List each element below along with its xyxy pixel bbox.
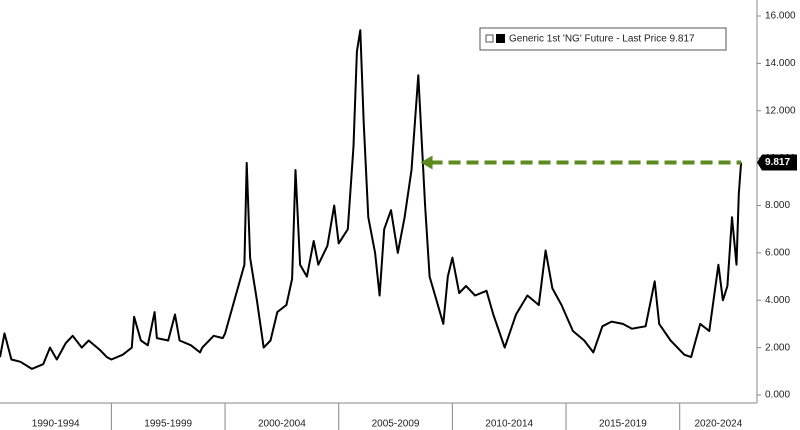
last-price-box <box>757 154 797 171</box>
y-tick-label: 16.000 <box>765 11 796 22</box>
y-tick-label: 6.000 <box>765 248 790 259</box>
y-tick-label: 0.000 <box>765 390 790 401</box>
legend-swatch <box>496 34 505 43</box>
x-period-label: 1990-1994 <box>32 419 80 430</box>
y-tick-label: 12.000 <box>765 105 796 116</box>
x-period-label: 2005-2009 <box>372 419 420 430</box>
x-period-label: 2015-2019 <box>599 419 647 430</box>
y-tick-label: 14.000 <box>765 58 796 69</box>
x-period-label: 2010-2014 <box>485 419 533 430</box>
legend-box <box>479 27 727 51</box>
last-price-label: 9.817 <box>765 157 790 168</box>
legend-toggle <box>485 34 494 43</box>
y-tick-label: 2.000 <box>765 342 790 353</box>
annotation-arrowhead <box>420 155 433 170</box>
legend: Generic 1st 'NG' Future - Last Price 9.8… <box>479 27 727 51</box>
y-tick-label: 8.000 <box>765 200 790 211</box>
legend-label: Generic 1st 'NG' Future - Last Price 9.8… <box>509 34 695 45</box>
price-line <box>0 29 743 370</box>
x-period-label: 2000-2004 <box>258 419 306 430</box>
x-period-label: 2020-2024 <box>694 419 742 430</box>
x-period-label: 1995-1999 <box>144 419 192 430</box>
y-tick-label: 4.000 <box>765 295 790 306</box>
